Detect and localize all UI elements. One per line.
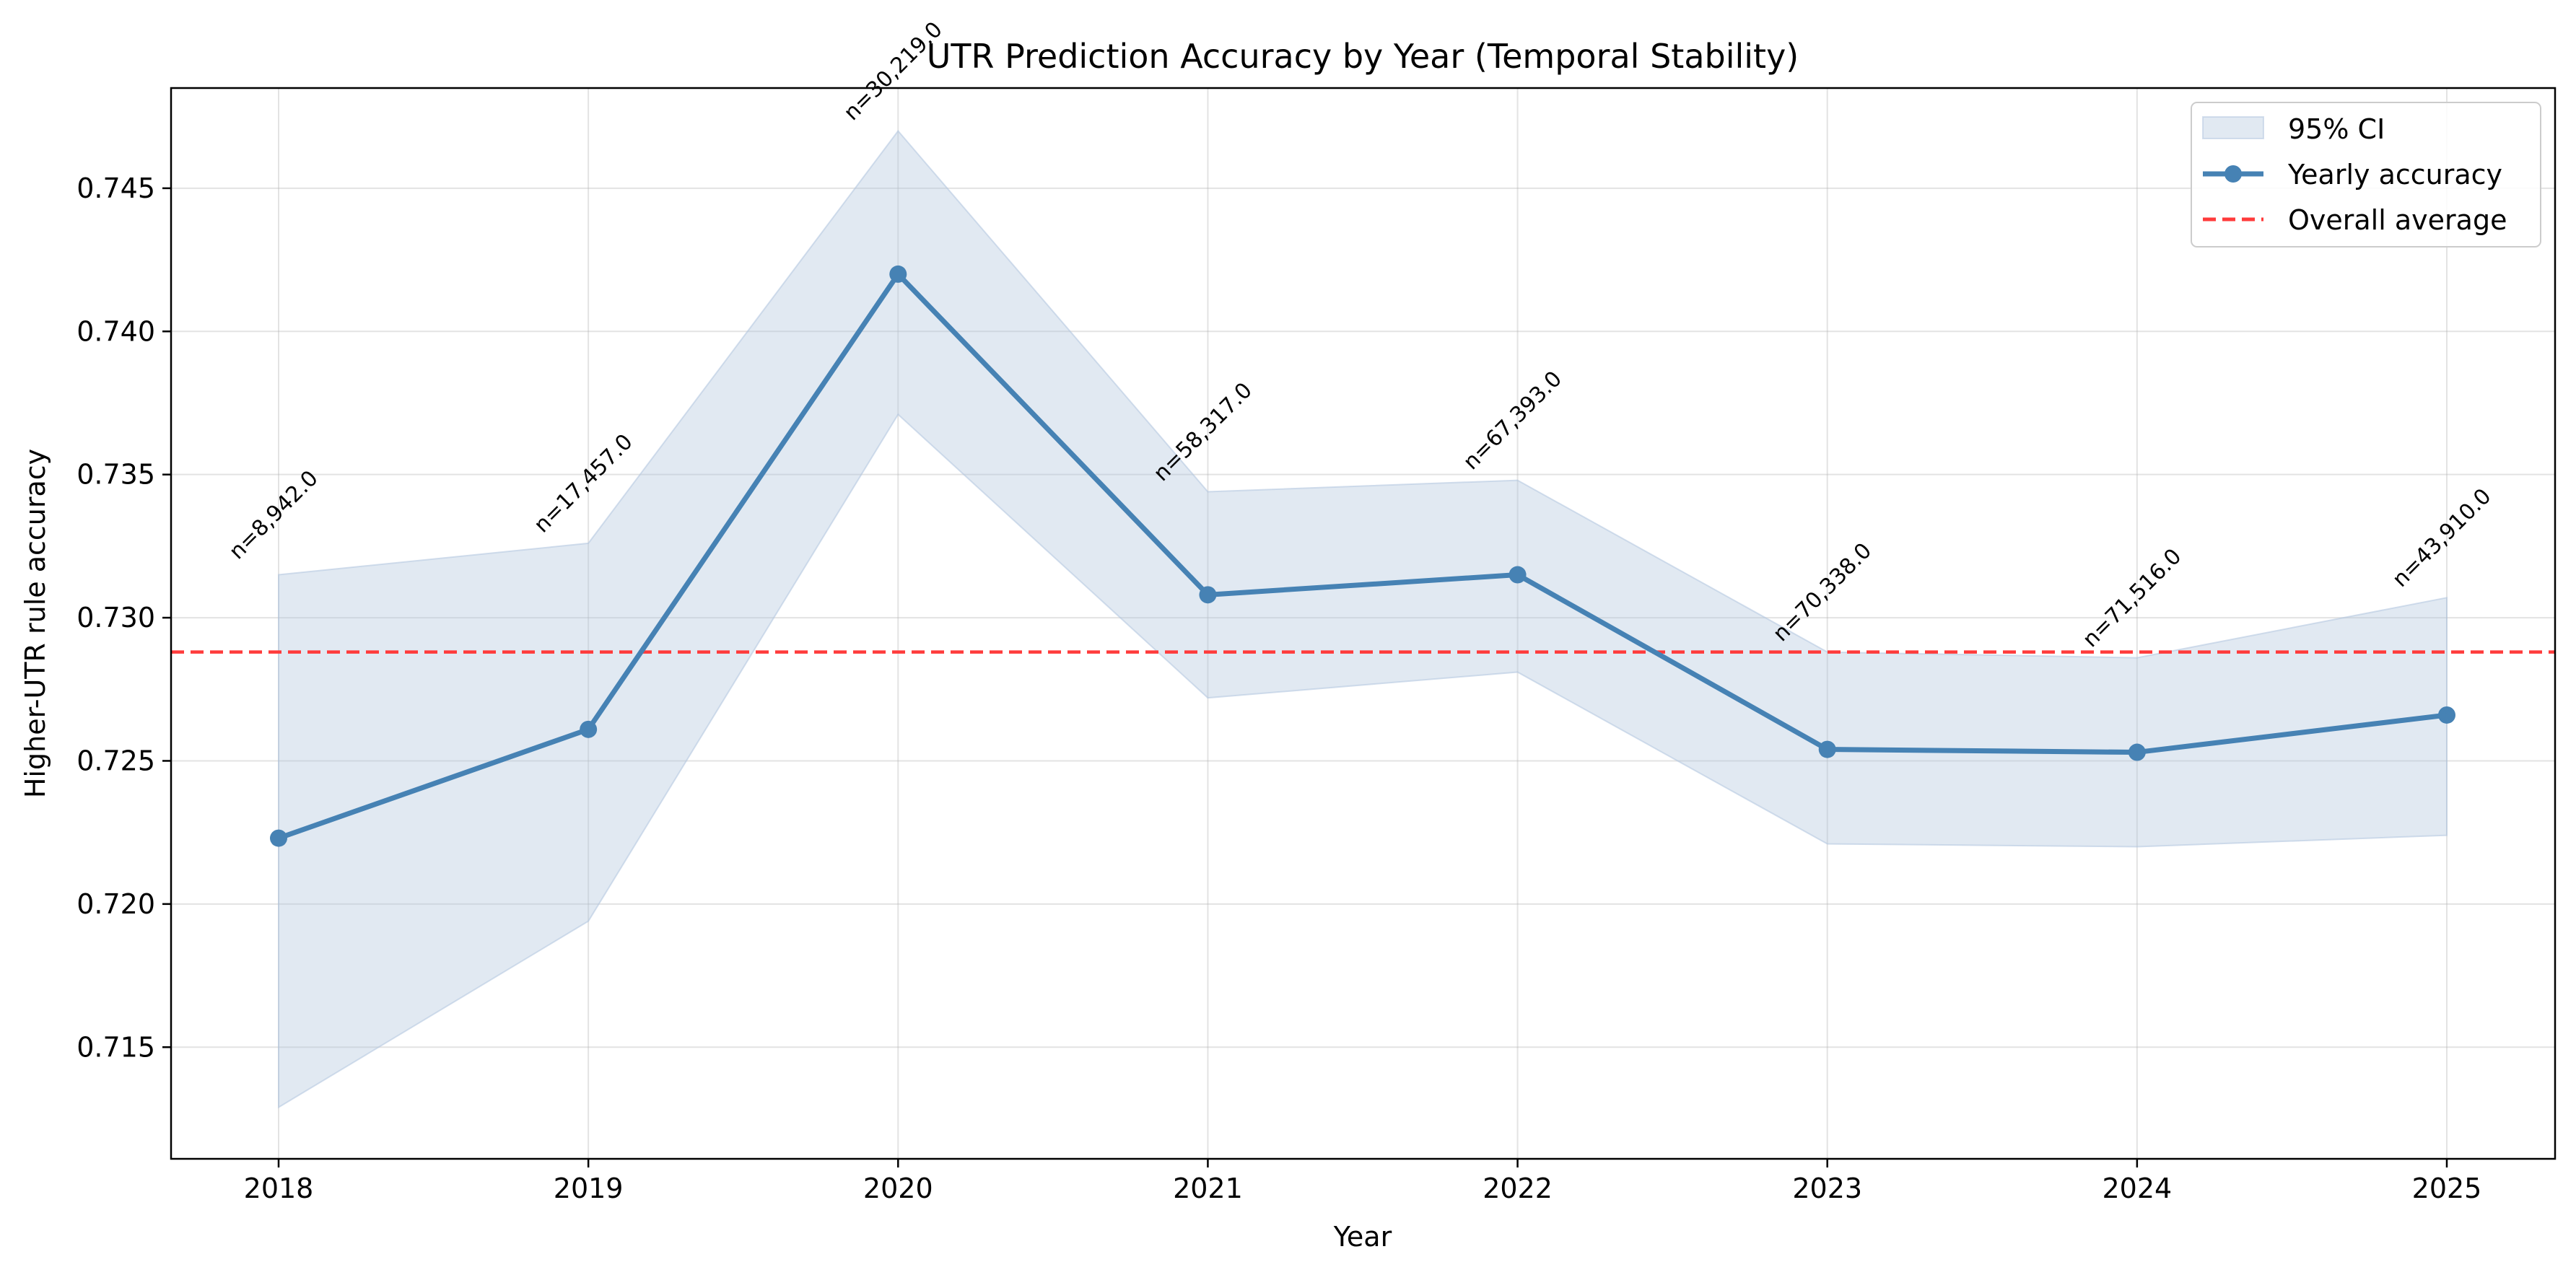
x-tick-label: 2024 bbox=[2102, 1173, 2172, 1204]
axis-ticks: 0.715 0.720 0.725 0.730 0.735 0.740 0.745 2018 2… bbox=[77, 172, 2481, 1204]
x-tick-label: 2023 bbox=[1792, 1173, 1862, 1204]
data-point bbox=[889, 265, 907, 283]
y-tick-label: 0.720 bbox=[77, 888, 155, 920]
data-point bbox=[270, 829, 287, 847]
ci-band-layer bbox=[278, 129, 2448, 1109]
x-tick-label: 2022 bbox=[1483, 1173, 1553, 1204]
legend: 95% CI Yearly accuracy Overall average bbox=[2191, 102, 2541, 247]
y-tick-label: 0.730 bbox=[77, 602, 155, 634]
data-point bbox=[2128, 743, 2146, 761]
series-layer bbox=[270, 265, 2455, 847]
legend-series-label: Yearly accuracy bbox=[2287, 159, 2502, 190]
legend-series-marker bbox=[2224, 165, 2242, 183]
data-point bbox=[2438, 706, 2455, 724]
y-axis-label: Higher-UTR rule accuracy bbox=[19, 449, 51, 798]
x-tick-label: 2025 bbox=[2412, 1173, 2482, 1204]
data-point bbox=[1509, 566, 1527, 584]
x-axis-label: Year bbox=[1333, 1221, 1392, 1253]
y-tick-label: 0.745 bbox=[77, 172, 155, 204]
y-tick-label: 0.725 bbox=[77, 745, 155, 776]
series-line bbox=[277, 271, 2448, 841]
legend-box bbox=[2191, 102, 2541, 247]
legend-ci-swatch bbox=[2202, 116, 2264, 139]
legend-reference-label: Overall average bbox=[2288, 204, 2507, 236]
chart-title: UTR Prediction Accuracy by Year (Tempora… bbox=[927, 37, 1799, 76]
x-tick-label: 2020 bbox=[863, 1173, 933, 1204]
x-tick-label: 2018 bbox=[244, 1173, 314, 1204]
ci-band bbox=[278, 129, 2448, 1109]
y-tick-label: 0.735 bbox=[77, 459, 155, 491]
y-tick-label: 0.740 bbox=[77, 315, 155, 347]
data-point bbox=[1199, 586, 1217, 604]
x-tick-label: 2019 bbox=[554, 1173, 624, 1204]
data-point bbox=[580, 720, 598, 738]
legend-ci-label: 95% CI bbox=[2288, 113, 2385, 145]
data-point bbox=[1818, 740, 1836, 758]
plot-frame bbox=[170, 87, 2557, 1160]
y-tick-label: 0.715 bbox=[77, 1031, 155, 1063]
x-tick-label: 2021 bbox=[1173, 1173, 1243, 1204]
